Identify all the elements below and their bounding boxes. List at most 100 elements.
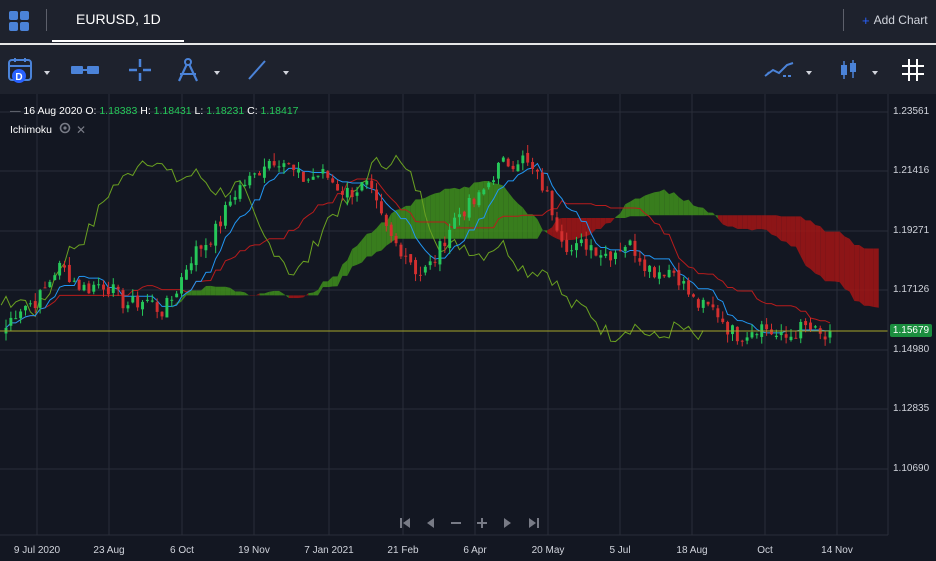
cloud-segment — [269, 290, 275, 296]
cloud-segment — [483, 181, 489, 239]
cloud-segment — [230, 287, 236, 296]
cloud-segment — [220, 286, 226, 296]
chevron-down-icon[interactable] — [806, 71, 812, 75]
candle-body — [199, 245, 203, 249]
cloud-segment — [298, 295, 304, 299]
indicator-settings-icon[interactable] — [59, 122, 71, 137]
scroll-right-icon[interactable] — [499, 514, 517, 532]
grid-toggle-icon[interactable] — [898, 46, 928, 94]
candle-body — [209, 243, 213, 245]
cloud-segment — [191, 290, 197, 296]
cloud-segment — [313, 289, 319, 296]
low-label: L: — [194, 105, 204, 117]
candle-body — [282, 163, 286, 167]
zoom-in-icon[interactable] — [473, 514, 491, 532]
candle-body — [97, 284, 101, 286]
cloud-segment — [815, 225, 821, 276]
cloud-segment — [688, 199, 694, 216]
candle-body — [496, 162, 500, 179]
divider — [46, 9, 47, 31]
cloud-segment — [771, 215, 777, 237]
cloud-segment — [576, 217, 582, 240]
tab-eurusd[interactable]: EURUSD, 1D — [52, 0, 184, 42]
time-label: 5 Jul — [609, 545, 631, 556]
candle-body — [672, 270, 676, 273]
candle-body — [609, 251, 613, 261]
time-label: 9 Jul 2020 — [13, 545, 61, 556]
candle-body — [414, 259, 418, 275]
candle-body — [628, 240, 632, 245]
cloud-segment — [259, 293, 265, 296]
cloud-segment — [308, 292, 314, 296]
time-label: 6 Apr — [463, 545, 487, 556]
cloud-segment — [171, 302, 177, 308]
indicators-icon[interactable] — [760, 46, 798, 94]
date-range-icon[interactable]: D — [4, 46, 38, 94]
current-price-badge: 1.15679 — [890, 324, 932, 337]
candle-body — [648, 265, 652, 272]
candle-body — [477, 192, 481, 206]
candle-body — [540, 172, 544, 191]
candle-body — [375, 189, 379, 201]
candlestick-type-icon[interactable] — [834, 46, 862, 94]
candle-body — [779, 331, 783, 336]
cloud-segment — [537, 219, 543, 239]
candle-body — [38, 290, 42, 308]
cloud-segment — [830, 231, 835, 282]
price-label: 1.17126 — [893, 284, 930, 295]
time-label: 18 Aug — [676, 545, 708, 556]
candle-body — [394, 236, 398, 244]
cloud-segment — [400, 205, 406, 239]
cloud-segment — [722, 215, 728, 227]
cloud-segment — [254, 293, 260, 296]
zoom-out-icon[interactable] — [447, 514, 465, 532]
scroll-left-icon[interactable] — [421, 514, 439, 532]
candle-body — [326, 171, 330, 178]
go-to-end-icon[interactable] — [525, 514, 543, 532]
candle-body — [345, 187, 349, 198]
cloud-segment — [664, 189, 670, 216]
chevron-down-icon[interactable] — [214, 71, 220, 75]
candle-body — [370, 180, 374, 189]
crosshair-icon[interactable] — [124, 46, 156, 94]
candle-body — [784, 334, 788, 338]
cloud-segment — [225, 286, 231, 296]
chart-area[interactable] — [0, 94, 936, 561]
chevron-down-icon[interactable] — [283, 71, 289, 75]
candle-body — [599, 255, 603, 258]
candle-body — [170, 299, 174, 301]
candle-body — [511, 165, 515, 170]
candle-body — [355, 192, 359, 196]
candle-body — [799, 321, 803, 339]
time-label: 6 Oct — [170, 545, 194, 556]
cloud-segment — [435, 192, 440, 239]
cloud-segment — [547, 227, 553, 237]
bar-spacing-icon[interactable] — [66, 46, 104, 94]
trend-line-icon[interactable] — [242, 46, 272, 94]
candle-body — [145, 299, 149, 301]
candle-body — [482, 189, 486, 195]
candle-body — [136, 295, 140, 308]
candle-body — [48, 281, 52, 287]
candle-body — [379, 201, 383, 214]
cloud-segment — [854, 244, 860, 302]
candle-body — [755, 334, 759, 336]
cloud-segment — [708, 212, 713, 216]
cloud-segment — [279, 290, 284, 296]
chevron-down-icon[interactable] — [44, 71, 50, 75]
cloud-segment — [283, 294, 289, 299]
fibonacci-compass-icon[interactable] — [172, 46, 204, 94]
candle-body — [594, 247, 598, 256]
cloud-segment — [727, 215, 733, 227]
go-to-start-icon[interactable] — [396, 514, 414, 532]
indicator-close-icon[interactable]: ✕ — [76, 122, 87, 137]
candle-body — [126, 305, 130, 309]
cloud-segment — [747, 215, 752, 231]
cloud-segment — [581, 217, 587, 238]
time-label: Oct — [757, 545, 773, 556]
layout-grid-icon[interactable] — [8, 10, 30, 32]
candle-body — [687, 280, 691, 295]
add-chart-button[interactable]: + Add Chart — [852, 6, 932, 34]
chevron-down-icon[interactable] — [872, 71, 878, 75]
